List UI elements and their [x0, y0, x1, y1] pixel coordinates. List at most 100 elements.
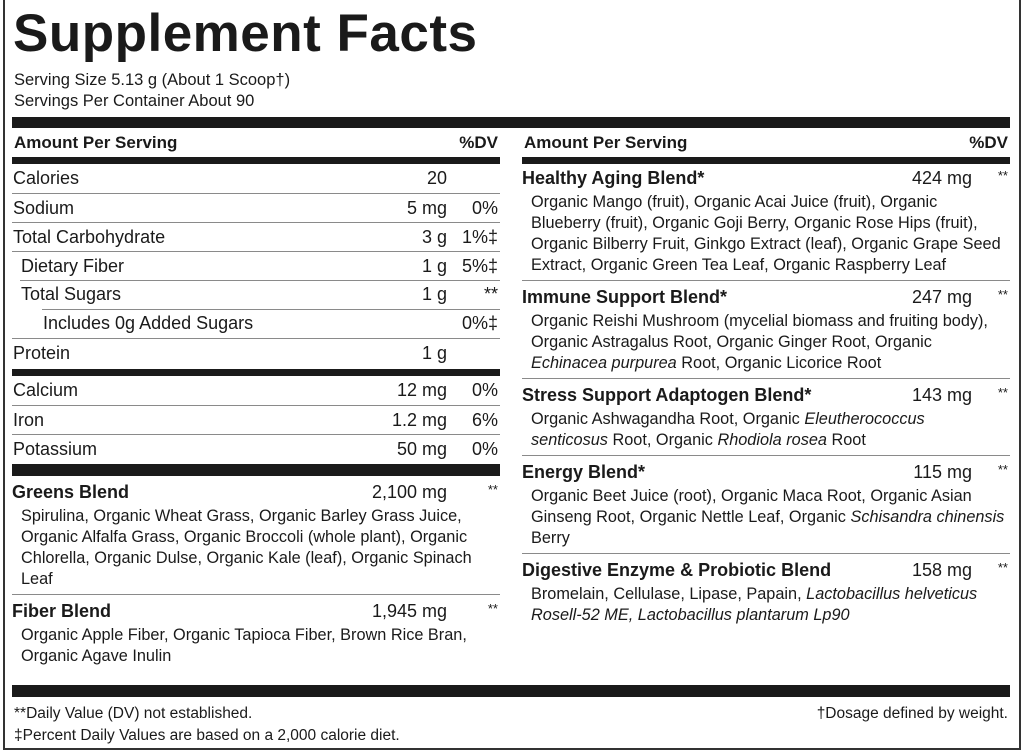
ingredient-text: Lactobacillus helveticus Rosell-52 ME, L…: [531, 585, 978, 624]
nutrient-dv: 0%: [471, 197, 498, 218]
mineral-list: Calcium 12 mg 0% Iron 1.2 mg 6% Potassium 50 mg…: [12, 376, 500, 463]
blend-ingredients: Organic Mango (fruit), Organic Acai Juic…: [522, 192, 1010, 276]
amount-header: Amount Per Serving: [14, 132, 178, 152]
blend-section: Greens Blend 2,100 mg ** Spirulina, Organic…: [12, 476, 500, 590]
ingredient-text: Schisandra chinensis: [850, 508, 1005, 526]
blend-amount: 1,945 mg: [371, 600, 447, 621]
nutrient-name: Sodium: [13, 197, 75, 218]
blend-dv: **: [997, 385, 1008, 400]
column-header: Amount Per Serving %DV: [522, 128, 1010, 157]
blend-amount: 424 mg: [911, 167, 972, 188]
blend-name: Greens Blend: [12, 481, 130, 502]
ingredient-text: Organic Ashwagandha Root, Organic: [531, 410, 805, 428]
mineral-amount: 1.2 mg: [391, 409, 447, 430]
blend-section: Fiber Blend 1,945 mg ** Organic Apple Fiber…: [12, 594, 500, 667]
row-divider: [42, 309, 500, 310]
ingredient-text: Bromelain, Cellulase, Lipase, Papain,: [531, 585, 807, 603]
nutrient-name: Total Carbohydrate: [13, 226, 166, 247]
blend-section: Healthy Aging Blend* 424 mg ** Organic Mang…: [522, 164, 1010, 276]
blend-dv: **: [997, 287, 1008, 302]
servings-per-container: Servings Per Container About 90: [14, 92, 255, 110]
mineral-row: Potassium 50 mg 0%: [12, 434, 500, 463]
mineral-name: Calcium: [13, 380, 79, 400]
column-header: Amount Per Serving %DV: [12, 128, 500, 157]
blend-header: Energy Blend* 115 mg **: [522, 458, 1010, 486]
label-border: [3, 0, 1021, 750]
ingredient-text: Organic Reishi Mushroom (mycelial biomas…: [531, 312, 988, 351]
blend-dv: **: [487, 601, 498, 616]
label-title: Supplement Facts: [13, 4, 478, 63]
blend-amount: 143 mg: [911, 384, 972, 405]
blend-name: Immune Support Blend*: [522, 286, 728, 307]
serving-size: Serving Size 5.13 g (About 1 Scoop†): [14, 71, 291, 89]
mineral-row: Calcium 12 mg 0%: [12, 376, 500, 405]
blend-amount: 2,100 mg: [371, 481, 447, 502]
blend-ingredients: Organic Ashwagandha Root, Organic Eleuth…: [522, 409, 1010, 451]
blend-header: Fiber Blend 1,945 mg **: [12, 597, 500, 625]
left-column: Amount Per Serving %DV Calories 20 Sodium 5…: [12, 128, 500, 667]
right-blend-list: Healthy Aging Blend* 424 mg ** Organic Mang…: [522, 164, 1010, 626]
ingredient-text: Organic Mango (fruit), Organic Acai Juic…: [531, 193, 1001, 274]
divider-bar: [12, 464, 500, 476]
ingredient-text: Root, Organic Licorice Root: [676, 354, 882, 372]
mineral-dv: 0%: [471, 438, 498, 459]
nutrient-amount: 1 g: [421, 255, 447, 276]
blend-dv: **: [997, 168, 1008, 183]
blend-name: Healthy Aging Blend*: [522, 167, 705, 188]
blend-section: Digestive Enzyme & Probiotic Blend 158 mg…: [522, 553, 1010, 626]
blend-section: Stress Support Adaptogen Blend* 143 mg ** O…: [522, 378, 1010, 451]
divider-bar: [12, 685, 1010, 697]
blend-ingredients: Organic Reishi Mushroom (mycelial biomas…: [522, 311, 1010, 374]
blend-dv: **: [487, 482, 498, 497]
ingredient-text: Echinacea purpurea: [531, 354, 677, 372]
nutrient-dv: 5%‡: [461, 255, 498, 276]
amount-header: Amount Per Serving: [524, 132, 688, 152]
nutrient-dv: 1%‡: [461, 226, 498, 247]
mineral-name: Iron: [13, 409, 45, 430]
blend-ingredients: Spirulina, Organic Wheat Grass, Organic …: [12, 506, 500, 590]
nutrient-amount: 1 g: [421, 284, 447, 304]
divider-bar: [522, 157, 1010, 164]
nutrient-name: Includes 0g Added Sugars: [43, 313, 254, 333]
footnote-percent: ‡Percent Daily Values are based on a 2,0…: [14, 727, 400, 744]
nutrient-amount: 5 mg: [406, 197, 447, 218]
nutrient-amount: 20: [426, 168, 447, 188]
nutrient-dv: **: [483, 284, 498, 304]
blend-amount: 115 mg: [913, 461, 972, 482]
nutrient-row: Sodium 5 mg 0%: [12, 193, 500, 222]
footnote-dv: **Daily Value (DV) not established.: [14, 705, 253, 722]
nutrient-row: Total Sugars 1 g **: [12, 280, 500, 309]
nutrient-row: Calories 20: [12, 164, 500, 193]
ingredient-text: Root: [826, 431, 866, 449]
ingredient-text: Berry: [531, 529, 570, 547]
mineral-dv: 6%: [471, 409, 498, 430]
divider-bar: [12, 369, 500, 376]
nutrient-row: Dietary Fiber 1 g 5%‡: [12, 251, 500, 280]
left-blend-list: Greens Blend 2,100 mg ** Spirulina, Organic…: [12, 476, 500, 667]
mineral-row: Iron 1.2 mg 6%: [12, 405, 500, 434]
blend-section: Energy Blend* 115 mg ** Organic Beet Juice …: [522, 455, 1010, 549]
nutrient-name: Total Sugars: [21, 284, 122, 304]
dv-header: %DV: [459, 132, 498, 152]
dv-header: %DV: [969, 132, 1008, 152]
mineral-amount: 50 mg: [396, 438, 447, 459]
blend-amount: 158 mg: [911, 559, 972, 580]
mineral-amount: 12 mg: [396, 380, 447, 400]
blend-header: Greens Blend 2,100 mg **: [12, 478, 500, 506]
blend-section: Immune Support Blend* 247 mg ** Organic Rei…: [522, 280, 1010, 374]
nutrient-list: Calories 20 Sodium 5 mg 0% Total Carbohydrate…: [12, 164, 500, 367]
blend-dv: **: [997, 560, 1008, 575]
blend-name: Stress Support Adaptogen Blend*: [522, 384, 812, 405]
footnote-dosage: †Dosage defined by weight.: [816, 705, 1008, 722]
ingredient-text: Root, Organic: [607, 431, 718, 449]
row-divider: [20, 280, 500, 281]
nutrient-name: Protein: [13, 342, 71, 363]
blend-name: Fiber Blend: [12, 600, 112, 621]
ingredient-text: Organic Beet Juice (root), Organic Maca …: [531, 487, 972, 526]
right-column: Amount Per Serving %DV Healthy Aging Ble…: [522, 128, 1010, 626]
blend-name: Energy Blend*: [522, 461, 646, 482]
blend-dv: **: [997, 462, 1008, 477]
blend-name: Digestive Enzyme & Probiotic Blend: [522, 559, 832, 580]
divider-bar: [12, 157, 500, 164]
ingredient-text: Spirulina, Organic Wheat Grass, Organic …: [21, 507, 472, 588]
